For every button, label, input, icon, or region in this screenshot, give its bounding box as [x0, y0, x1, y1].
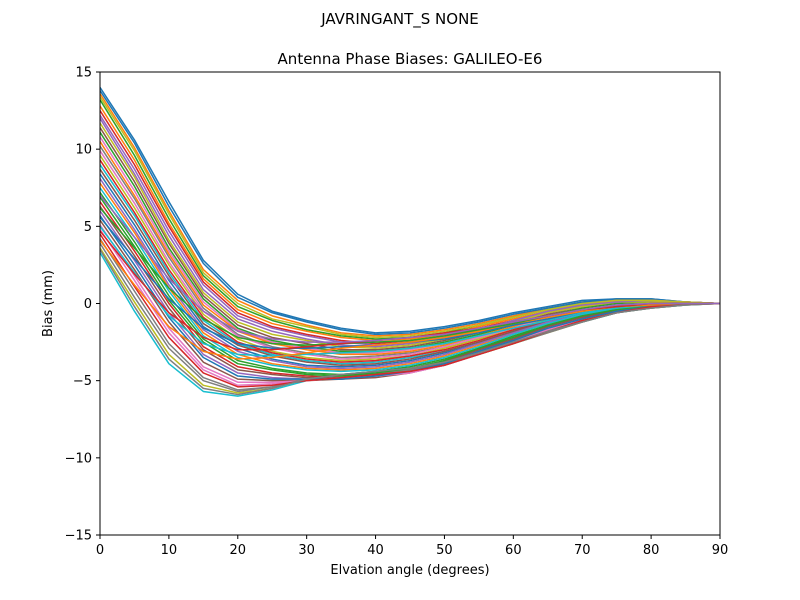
- y-tick-label: −5: [73, 374, 92, 389]
- x-tick-label: 20: [230, 543, 247, 558]
- y-tick-label: −15: [65, 529, 92, 544]
- series-line-40: [100, 225, 720, 357]
- series-line-45: [100, 194, 720, 343]
- series-line-29: [100, 122, 720, 350]
- series-line-21: [100, 90, 720, 336]
- x-tick-label: 70: [574, 543, 591, 558]
- y-axis-label: Bias (mm): [41, 270, 56, 337]
- x-tick-label: 40: [367, 543, 384, 558]
- x-tick-label: 60: [505, 543, 522, 558]
- chart-title: Antenna Phase Biases: GALILEO-E6: [278, 50, 543, 68]
- figure-suptitle: JAVRINGANT_S NONE: [320, 10, 479, 29]
- series-line-38: [100, 249, 720, 396]
- x-tick-label: 50: [436, 543, 453, 558]
- x-axis: 0 10 20 30 40 50 60 70 80 90: [96, 535, 728, 558]
- x-tick-label: 30: [298, 543, 315, 558]
- x-tick-label: 80: [643, 543, 660, 558]
- y-axis: −15 −10 −5 0 5 10 15: [65, 66, 100, 544]
- x-tick-label: 10: [161, 543, 178, 558]
- y-tick-label: 0: [84, 297, 92, 312]
- x-axis-label: Elvation angle (degrees): [330, 563, 489, 578]
- x-tick-label: 0: [96, 543, 104, 558]
- y-tick-label: −10: [65, 451, 92, 466]
- series-layer: [100, 87, 720, 397]
- y-tick-label: 5: [84, 220, 92, 235]
- x-tick-label: 90: [712, 543, 729, 558]
- y-tick-label: 15: [75, 66, 92, 81]
- plot-area: [99, 71, 721, 536]
- y-tick-label: 10: [75, 143, 92, 158]
- series-line-39: [100, 96, 720, 339]
